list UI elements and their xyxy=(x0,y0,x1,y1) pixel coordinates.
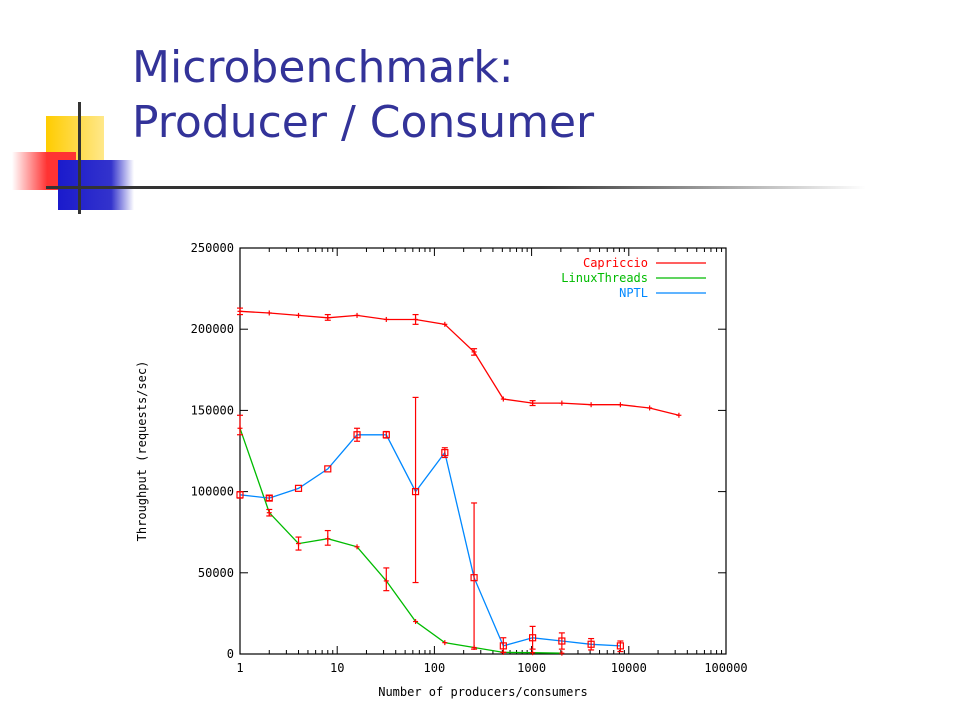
chart-axes: 0 50000 100000 150000 200000 250000 1 10 100 1000… xyxy=(191,241,748,675)
x-tick-label: 100000 xyxy=(704,661,747,675)
y-tick-label: 50000 xyxy=(198,566,234,580)
y-axis-label: Throughput (requests/sec) xyxy=(135,361,149,542)
title-underline xyxy=(46,186,866,189)
legend-label-linuxthreads: LinuxThreads xyxy=(561,271,648,285)
y-tick-label: 250000 xyxy=(191,241,234,255)
x-axis-label: Number of producers/consumers xyxy=(378,685,588,699)
ornament-graphic xyxy=(12,102,134,214)
x-tick-label: 1000 xyxy=(517,661,546,675)
x-tick-label: 10000 xyxy=(611,661,647,675)
nptl-point xyxy=(353,431,361,439)
capriccio-line xyxy=(239,310,680,416)
slide-title: Microbenchmark: Producer / Consumer xyxy=(132,40,594,150)
nptl-point xyxy=(587,640,595,648)
nptl-point xyxy=(236,491,244,499)
x-tick-label: 100 xyxy=(424,661,446,675)
slide-title-line-1: Microbenchmark: xyxy=(132,42,514,93)
nptl-line xyxy=(239,434,621,647)
slide-ornament xyxy=(0,0,140,230)
nptl-point xyxy=(616,642,624,650)
nptl-point xyxy=(411,488,420,496)
nptl-point xyxy=(265,494,273,502)
legend-label-capriccio: Capriccio xyxy=(583,256,648,270)
nptl-point xyxy=(324,465,332,473)
nptl-point xyxy=(470,574,478,582)
nptl-point xyxy=(382,431,390,439)
x-tick-label: 10 xyxy=(330,661,344,675)
plot-frame xyxy=(239,247,727,655)
ornament-blue-square xyxy=(58,160,134,210)
linuxthreads-line xyxy=(239,428,562,654)
throughput-chart: 0 50000 100000 150000 200000 250000 1 10 100 1000… xyxy=(120,226,780,710)
nptl-point xyxy=(499,642,507,650)
ornament-vertical-line xyxy=(78,102,81,214)
y-tick-label: 100000 xyxy=(191,485,234,499)
nptl-point xyxy=(529,634,537,642)
nptl-point xyxy=(294,484,303,492)
legend-label-nptl: NPTL xyxy=(619,286,648,300)
slide-title-line-2: Producer / Consumer xyxy=(132,97,595,148)
chart-svg: 0 50000 100000 150000 200000 250000 1 10 100 1000… xyxy=(135,241,748,699)
nptl-point xyxy=(558,637,566,645)
x-tick-label: 1 xyxy=(236,661,243,675)
y-tick-label: 200000 xyxy=(191,322,234,336)
y-tick-label: 0 xyxy=(227,647,234,661)
nptl-point xyxy=(441,449,449,457)
chart-series xyxy=(236,307,682,656)
y-tick-label: 150000 xyxy=(191,403,234,417)
